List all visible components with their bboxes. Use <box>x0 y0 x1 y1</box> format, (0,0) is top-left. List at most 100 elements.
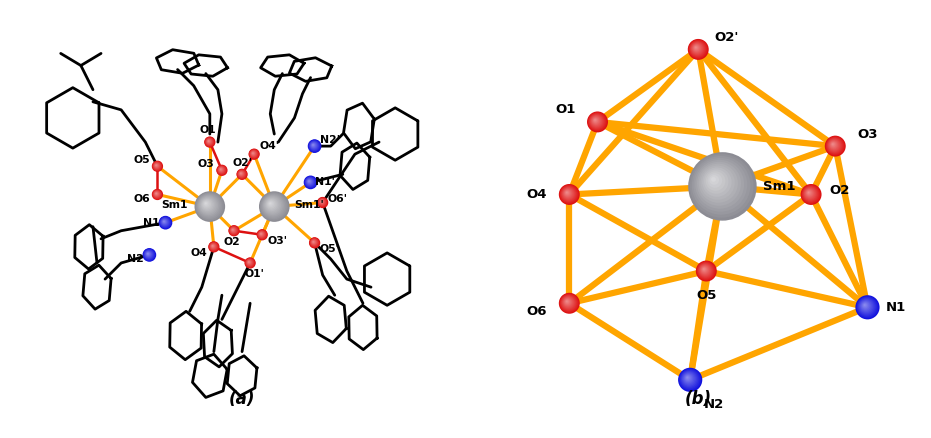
Circle shape <box>806 190 813 197</box>
Circle shape <box>308 180 310 182</box>
Circle shape <box>857 296 878 318</box>
Circle shape <box>220 169 221 170</box>
Circle shape <box>563 189 573 198</box>
Circle shape <box>305 177 316 187</box>
Circle shape <box>268 201 273 206</box>
Circle shape <box>589 113 605 129</box>
Circle shape <box>310 238 318 247</box>
Circle shape <box>311 240 317 244</box>
Circle shape <box>562 297 573 307</box>
Circle shape <box>808 192 810 194</box>
Circle shape <box>682 373 695 385</box>
Circle shape <box>317 197 329 208</box>
Circle shape <box>220 168 223 171</box>
Circle shape <box>231 228 235 232</box>
Circle shape <box>258 230 266 239</box>
Circle shape <box>232 229 235 231</box>
Circle shape <box>155 192 157 195</box>
Circle shape <box>205 137 215 147</box>
Circle shape <box>205 138 214 146</box>
Circle shape <box>238 170 245 177</box>
Circle shape <box>199 196 217 214</box>
Text: Sm1: Sm1 <box>762 180 795 193</box>
Circle shape <box>697 162 741 206</box>
Circle shape <box>321 201 322 202</box>
Circle shape <box>144 250 154 259</box>
Circle shape <box>564 298 571 305</box>
Circle shape <box>163 221 165 222</box>
Circle shape <box>146 252 150 256</box>
Circle shape <box>307 180 311 183</box>
Circle shape <box>252 153 253 154</box>
Circle shape <box>709 175 719 185</box>
Circle shape <box>218 166 224 173</box>
Circle shape <box>696 261 716 280</box>
Circle shape <box>230 227 236 233</box>
Circle shape <box>684 374 693 382</box>
Circle shape <box>198 195 218 215</box>
Text: O4: O4 <box>190 248 207 258</box>
Circle shape <box>251 151 256 156</box>
Text: O2': O2' <box>714 31 738 44</box>
Circle shape <box>204 201 209 206</box>
Circle shape <box>560 294 577 312</box>
Circle shape <box>205 202 207 205</box>
Circle shape <box>805 189 814 198</box>
Circle shape <box>310 141 317 149</box>
Circle shape <box>306 178 314 186</box>
Circle shape <box>858 298 874 314</box>
Circle shape <box>565 300 569 303</box>
Circle shape <box>860 301 870 311</box>
Circle shape <box>594 118 597 122</box>
Text: (b): (b) <box>684 390 712 408</box>
Text: O4': O4' <box>260 141 279 151</box>
Circle shape <box>236 169 247 180</box>
Text: O6: O6 <box>134 194 151 204</box>
Circle shape <box>197 194 220 216</box>
Circle shape <box>683 373 694 383</box>
Circle shape <box>155 193 156 194</box>
Circle shape <box>261 233 262 234</box>
Circle shape <box>802 185 819 203</box>
Circle shape <box>240 173 241 174</box>
Text: O6: O6 <box>527 305 547 318</box>
Circle shape <box>259 191 290 222</box>
Circle shape <box>217 165 227 175</box>
Circle shape <box>208 140 209 142</box>
Circle shape <box>210 243 217 250</box>
Circle shape <box>216 165 227 176</box>
Circle shape <box>230 226 237 234</box>
Circle shape <box>308 140 320 152</box>
Circle shape <box>862 303 869 308</box>
Circle shape <box>208 140 210 143</box>
Circle shape <box>231 228 236 233</box>
Circle shape <box>700 166 735 200</box>
Circle shape <box>566 300 568 302</box>
Circle shape <box>319 200 324 204</box>
Circle shape <box>309 141 318 150</box>
Circle shape <box>266 199 277 210</box>
Circle shape <box>207 139 210 143</box>
Circle shape <box>263 194 284 216</box>
Circle shape <box>697 262 715 279</box>
Circle shape <box>703 268 705 270</box>
Circle shape <box>701 266 708 273</box>
Circle shape <box>318 199 325 205</box>
Circle shape <box>250 150 258 158</box>
Circle shape <box>237 170 246 178</box>
Circle shape <box>210 244 216 249</box>
Circle shape <box>857 297 877 317</box>
Circle shape <box>690 41 706 57</box>
Circle shape <box>237 170 247 179</box>
Circle shape <box>161 218 169 226</box>
Circle shape <box>308 140 321 152</box>
Circle shape <box>313 144 314 145</box>
Circle shape <box>563 298 573 307</box>
Circle shape <box>306 179 313 184</box>
Circle shape <box>247 260 251 265</box>
Circle shape <box>309 237 319 248</box>
Circle shape <box>160 218 169 227</box>
Circle shape <box>220 169 222 170</box>
Circle shape <box>698 263 713 279</box>
Circle shape <box>310 238 319 247</box>
